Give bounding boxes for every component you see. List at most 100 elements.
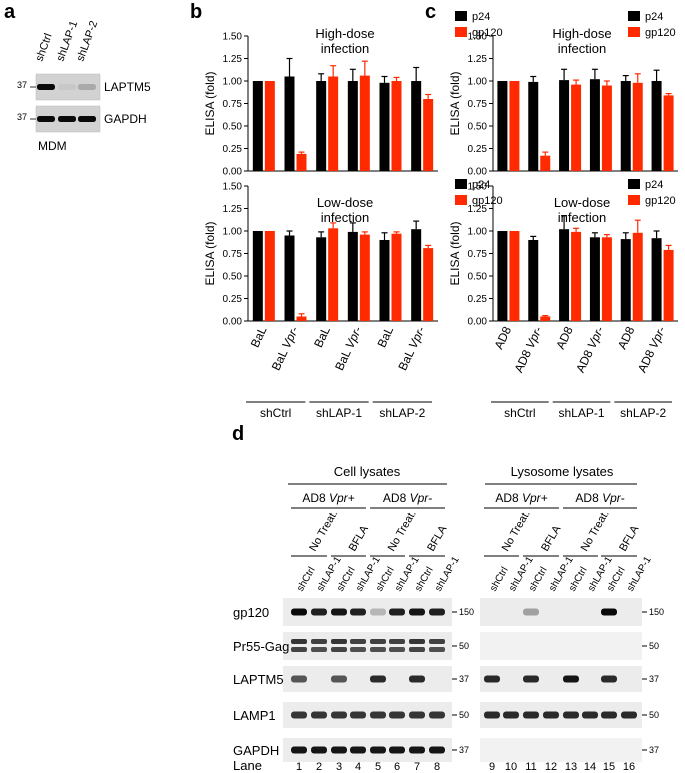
bar-p24 [379,240,390,321]
bar-gp120 [328,228,339,321]
y-tick-label: 1.25 [223,204,243,215]
y-tick-label: 1.25 [223,54,243,65]
marker-label: 150 [649,607,664,617]
blot-strip-LAPTM5 [283,666,452,692]
legend-label-p24: p24 [645,179,663,191]
lane-word: Lane [233,758,262,773]
lane-label: shLAP-1 [625,554,654,593]
y-tick-label: 0.25 [223,294,243,305]
bar-gp120 [328,76,339,171]
lane-number: 4 [355,761,361,773]
blot-band [350,608,366,616]
legend-label-gp120: gp120 [472,27,503,39]
bar-gp120 [296,153,307,171]
chart-c-high: 0.00 0.25 0.50 0.75 1.00 1.25 1.50 ELISA (fold)… [448,11,678,178]
bar-p24 [316,81,327,171]
bar-gp120 [632,232,643,321]
blot-strip-gp120 [283,598,452,626]
marker-label: 50 [459,710,469,720]
chart-title-line2: infection [321,41,369,56]
blot-band [58,84,76,90]
blot-band [311,746,327,754]
blot-band [331,647,347,652]
bar-gp120 [632,82,643,171]
x-tick-label: AD8 [615,324,638,351]
lane-number: 14 [584,761,596,773]
bar-p24 [284,235,295,321]
row-label-GAPDH: GAPDH [233,743,279,758]
blot-band [523,675,539,683]
blot-band [409,711,425,719]
lane-number: 15 [603,761,615,773]
blot-row-label: GAPDH [104,112,147,126]
blot-band [291,647,307,652]
treatment-label: No Treat. [386,508,419,553]
lane-number: 8 [434,761,440,773]
bar-p24 [411,229,422,321]
blot-band [484,675,500,683]
blot-band [78,116,96,122]
lane-number: 10 [505,761,517,773]
bar-gp120 [264,231,275,321]
lane-label: shCtrl [335,565,358,593]
bar-p24 [528,240,539,321]
marker-label: 37 [649,674,659,684]
blot-band [409,639,425,644]
bar-p24 [559,229,570,321]
bar-gp120 [663,249,674,321]
lane-label: shCtrl [488,565,511,593]
bar-p24 [497,81,508,171]
bar-gp120 [663,95,674,171]
blot-band [582,711,598,719]
y-axis-title: ELISA (fold) [203,71,217,135]
y-axis-title: ELISA (fold) [203,221,217,285]
lane-label: shLAP-1 [433,554,462,593]
x-tick-label: BaL [311,324,333,350]
treatment-label: No Treat. [579,508,612,553]
y-tick-label: 1.00 [468,77,488,88]
row-label-Pr55-Gag: Pr55-Gag [233,639,289,654]
blot-band [331,711,347,719]
blot-band [350,639,366,644]
blot-band [601,675,617,683]
blot-band [389,608,405,616]
lane-label: shCtrl [374,565,397,593]
legend-swatch-gp120 [628,27,640,37]
bar-p24 [528,81,539,171]
marker-label: 37 [459,674,469,684]
legend-swatch-gp120 [455,195,467,205]
legend-swatch-p24 [455,11,467,21]
bar-p24 [559,80,570,171]
blot-band [331,746,347,754]
x-tick-label: BaL Vpr- [395,324,427,372]
virus-label: AD8 Vpr- [575,491,624,505]
blot-strip-Pr55-Gag [283,632,452,660]
panel-label-d: d [232,423,244,445]
blot-band [484,711,500,719]
y-tick-label: 0.00 [468,167,488,178]
blot-band [601,608,617,616]
blot-band [350,647,366,652]
lane-number: 13 [565,761,577,773]
marker-label: 37 [459,745,469,755]
chart-title-line2: infection [558,41,606,56]
virus-label: AD8 Vpr+ [302,491,354,505]
bar-p24 [651,81,662,171]
blot-band [370,675,386,683]
treatment-label: BFLA [425,523,449,553]
lane-number: 11 [525,761,536,773]
bar-p24 [620,81,631,171]
lane-number: 1 [296,761,302,773]
blot-band [331,675,347,683]
bar-gp120 [540,316,551,321]
chart-title-line2: infection [558,210,606,225]
group-label-shLAP-2: shLAP-2 [620,406,666,420]
y-tick-label: 0.50 [223,272,243,283]
bar-p24 [379,82,390,171]
blot-band [311,647,327,652]
bar-gp120 [601,237,612,321]
blot-band [429,639,445,644]
chart-title-line1: Low-dose [554,195,610,210]
y-tick-label: 0.75 [223,249,243,260]
